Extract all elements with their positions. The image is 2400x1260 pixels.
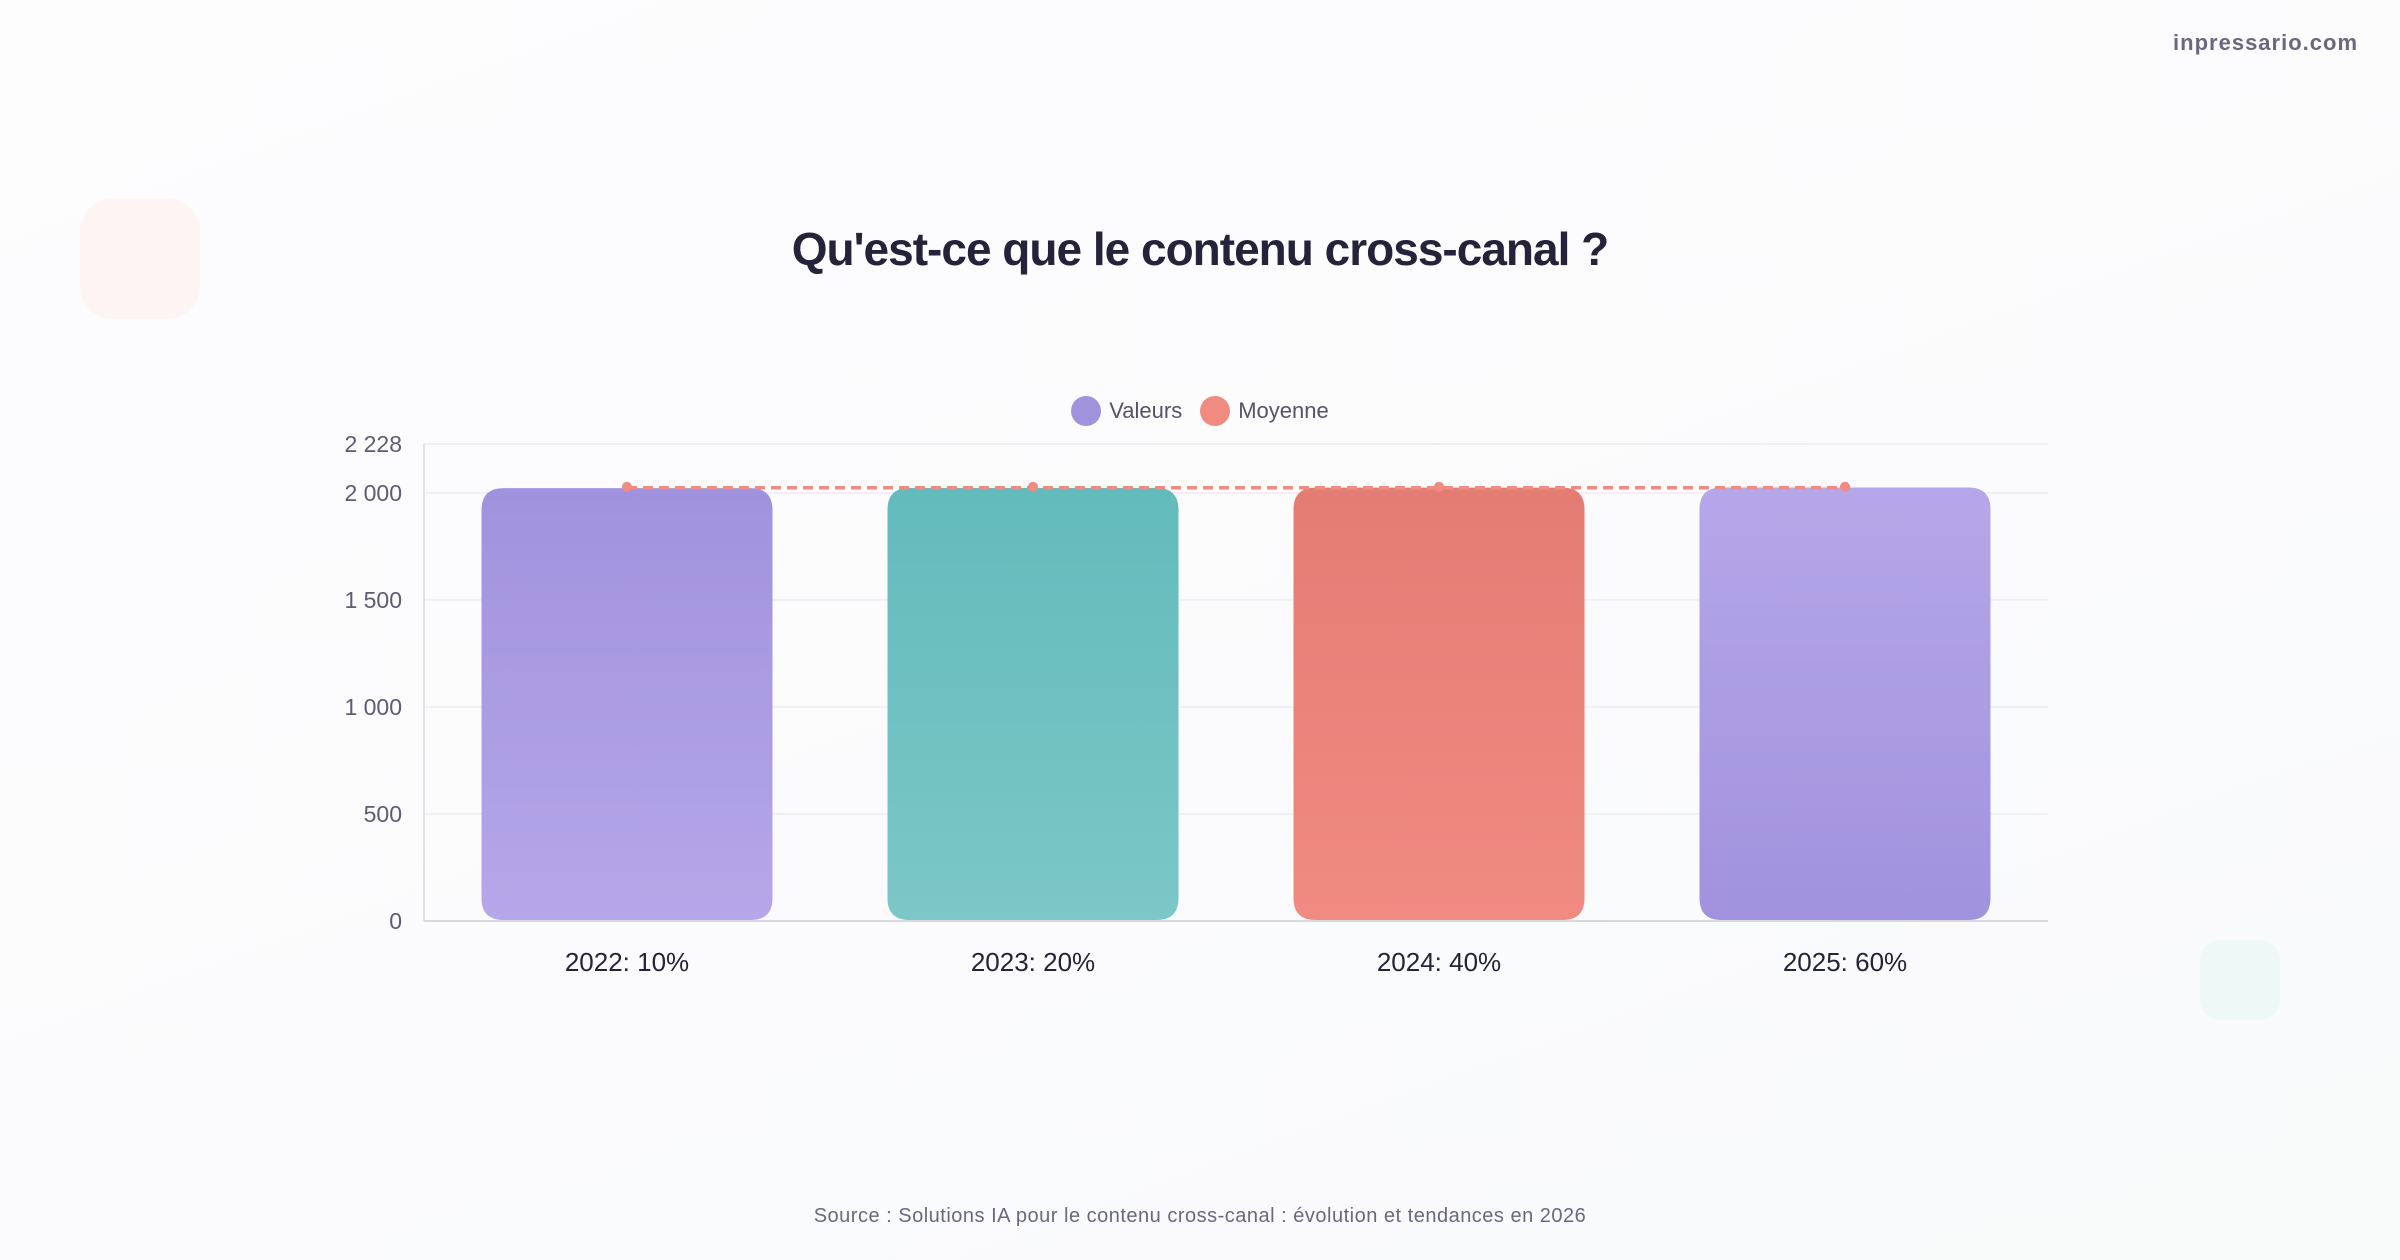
x-tick-label: 2022: 10% [565,947,689,977]
bar [1699,487,1991,920]
x-tick-label: 2025: 60% [1783,947,1907,977]
y-tick-label: 0 [389,908,402,934]
x-tick-label: 2024: 40% [1377,947,1501,977]
chart-title: Qu'est-ce que le contenu cross-canal ? [791,223,1610,275]
average-point [622,481,632,492]
y-tick-label: 2 228 [344,431,402,457]
legend-label: Moyenne [1238,398,1329,423]
decorative-square [2200,940,2280,1020]
y-tick-label: 500 [364,801,402,827]
legend: Valeurs Moyenne [0,396,2400,426]
x-tick-label: 2023: 20% [971,947,1095,977]
average-point [1840,481,1850,492]
y-tick-label: 1 500 [344,587,402,613]
bar [887,487,1179,920]
legend-label: Valeurs [1109,398,1183,423]
source-note: Source : Solutions IA pour le contenu cr… [813,1205,1587,1227]
legend-item-moyenne[interactable]: Moyenne [1200,396,1329,426]
bar [1293,487,1585,920]
average-point [1028,481,1038,492]
decorative-square [80,199,200,319]
average-point [1434,481,1444,492]
legend-item-valeurs[interactable]: Valeurs [1071,396,1182,426]
bar [481,488,773,920]
brand-logo: inpressario.com [2173,30,2358,55]
legend-swatch [1071,396,1102,426]
y-tick-label: 1 000 [344,694,402,720]
y-tick-label: 2 000 [344,480,402,506]
legend-swatch [1200,396,1231,426]
